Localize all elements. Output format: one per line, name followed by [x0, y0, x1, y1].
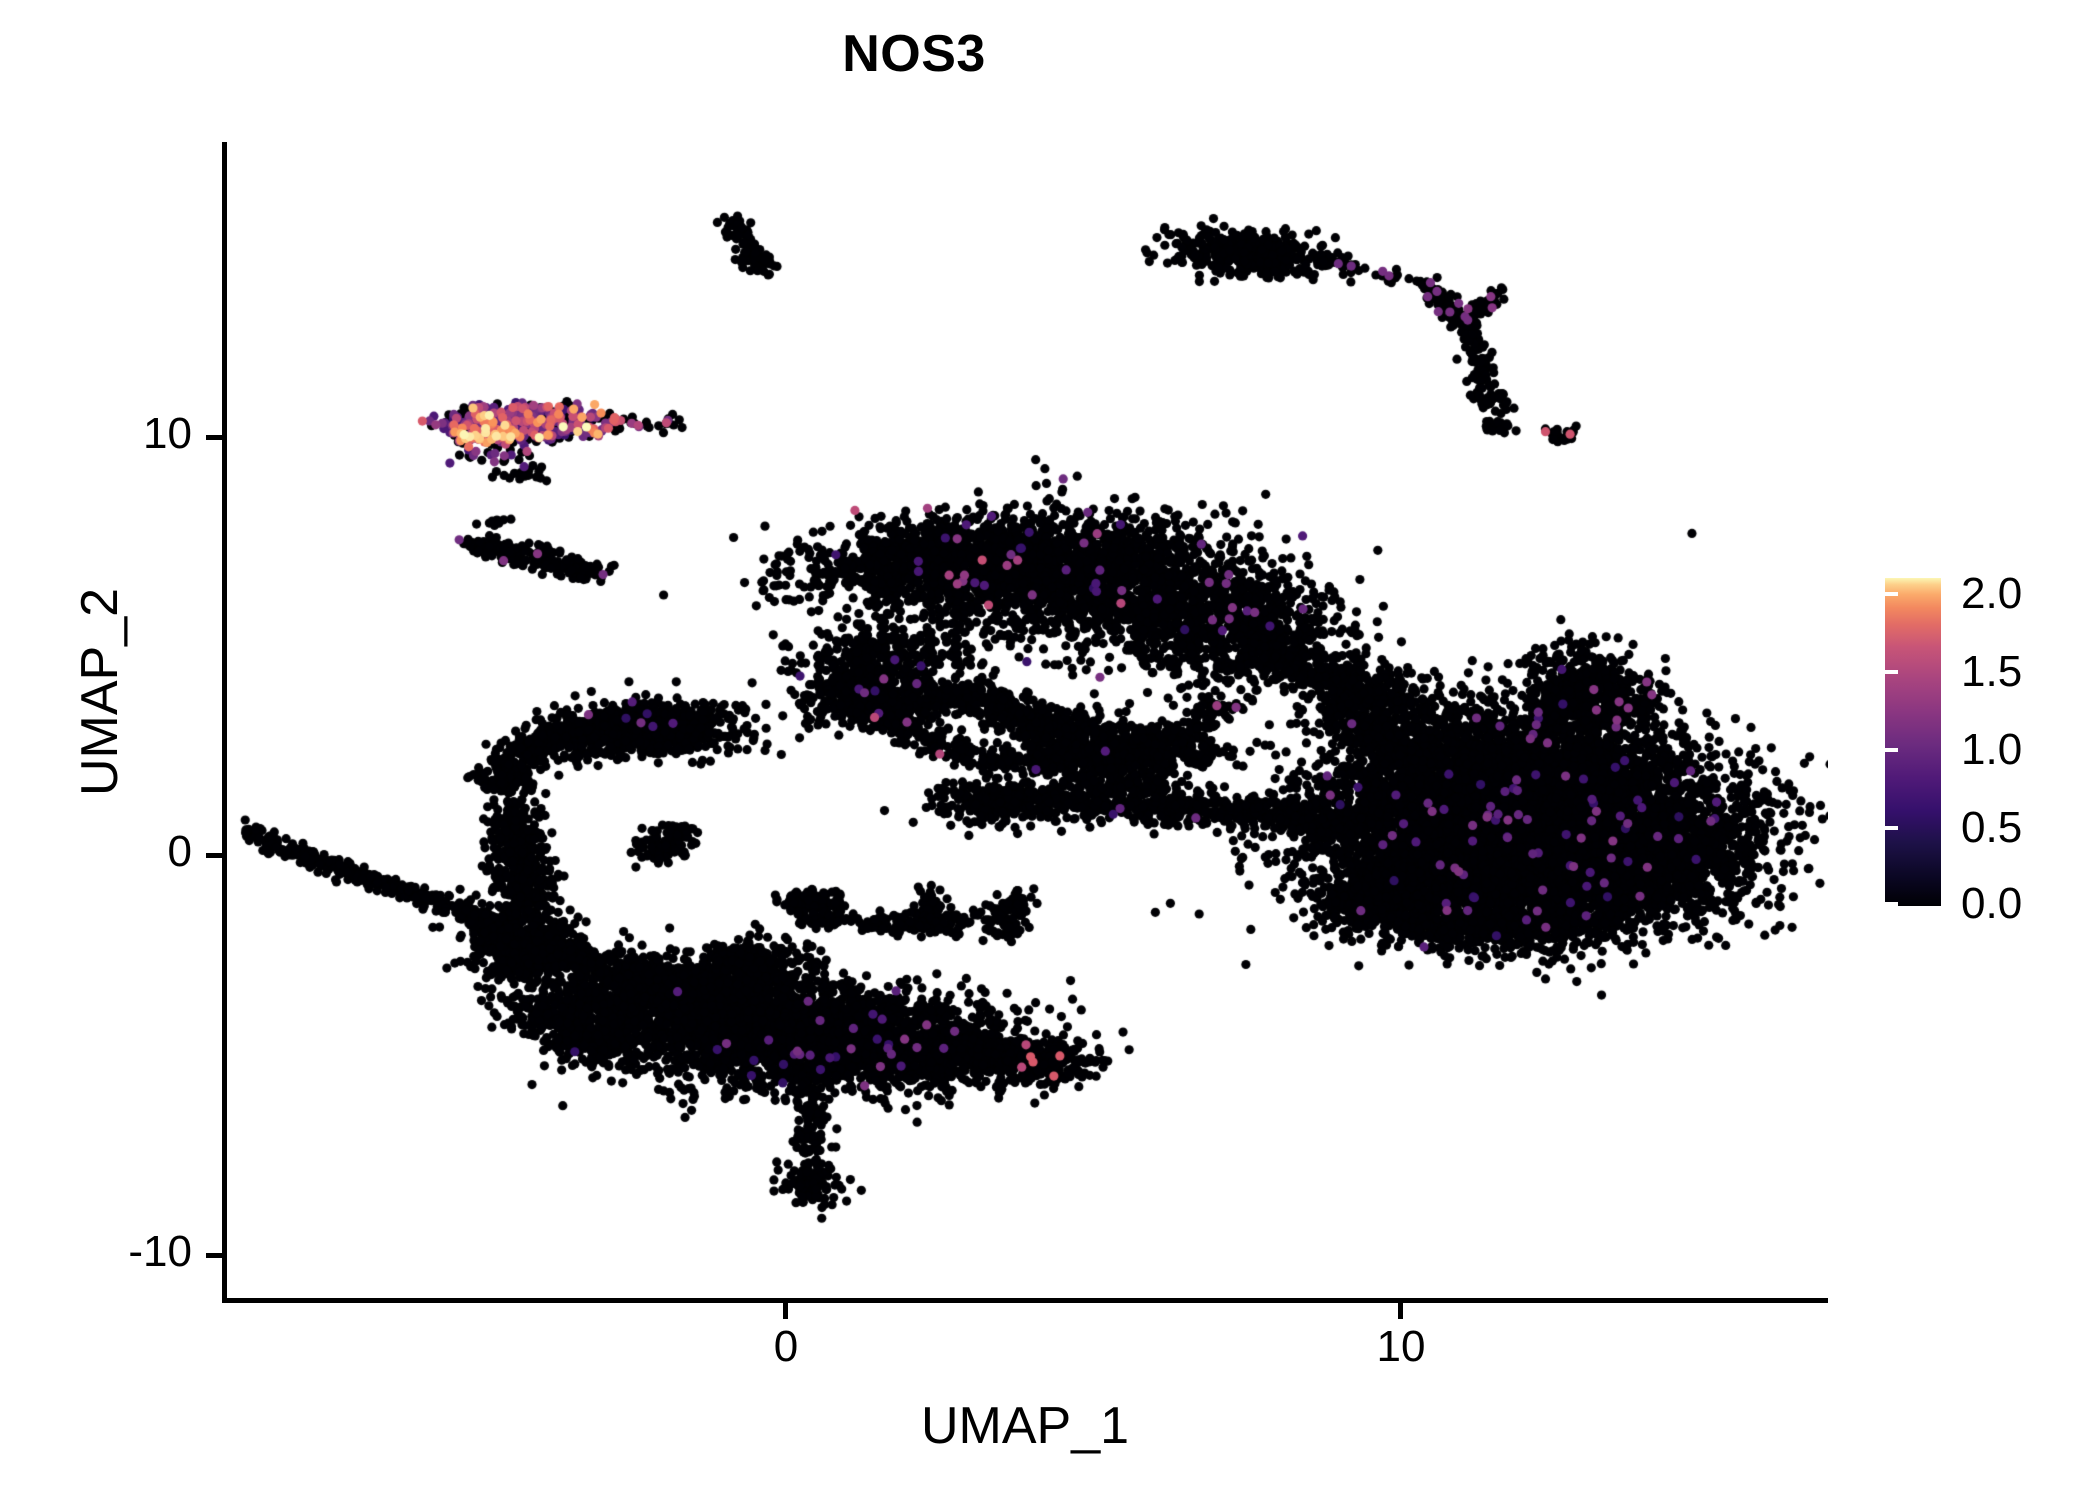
x-axis-line — [222, 1298, 1828, 1303]
colorbar-tick-0.5-left — [1885, 826, 1898, 830]
y-tick-label-10: 10 — [143, 409, 192, 458]
colorbar-label-2.0: 2.0 — [1961, 569, 2023, 618]
colorbar-tick-1.5-left — [1885, 670, 1898, 674]
colorbar-tick-1.0-right — [2072, 748, 2085, 752]
colorbar-tick-1.0-left — [1885, 748, 1898, 752]
scatter-points-layer — [222, 142, 1828, 1300]
x-tick-mark-10 — [1398, 1303, 1403, 1319]
plot-panel — [222, 142, 1828, 1300]
colorbar-label-0.0: 0.0 — [1961, 879, 2023, 928]
y-tick-label-0: 0 — [167, 827, 192, 876]
y-tick-mark-neg10 — [206, 1253, 222, 1258]
colorbar-tick-0.0-right — [2072, 902, 2085, 906]
y-axis-title: UMAP_2 — [71, 587, 129, 797]
colorbar-tick-0.5-right — [2072, 826, 2085, 830]
colorbar-label-0.5: 0.5 — [1961, 803, 2023, 852]
colorbar-label-1.0: 1.0 — [1961, 725, 2023, 774]
colorbar-tick-1.5-right — [2072, 670, 2085, 674]
colorbar-legend: 2.0 1.5 1.0 0.5 0.0 — [1885, 569, 2085, 928]
page-title: NOS3 — [842, 25, 986, 83]
y-tick-label-neg10: -10 — [128, 1227, 192, 1276]
x-axis-title: UMAP_1 — [920, 1397, 1130, 1455]
colorbar-tick-0.0-left — [1885, 902, 1898, 906]
y-tick-mark-10 — [206, 435, 222, 440]
colorbar-gradient — [1885, 578, 1941, 906]
x-tick-mark-0 — [783, 1303, 788, 1319]
colorbar-tick-2.0-left — [1885, 592, 1898, 596]
colorbar-tick-2.0-right — [2072, 592, 2085, 596]
y-tick-mark-0 — [206, 853, 222, 858]
x-tick-label-0: 0 — [773, 1322, 799, 1371]
colorbar-label-1.5: 1.5 — [1961, 647, 2023, 696]
x-tick-label-10: 10 — [1376, 1322, 1426, 1371]
